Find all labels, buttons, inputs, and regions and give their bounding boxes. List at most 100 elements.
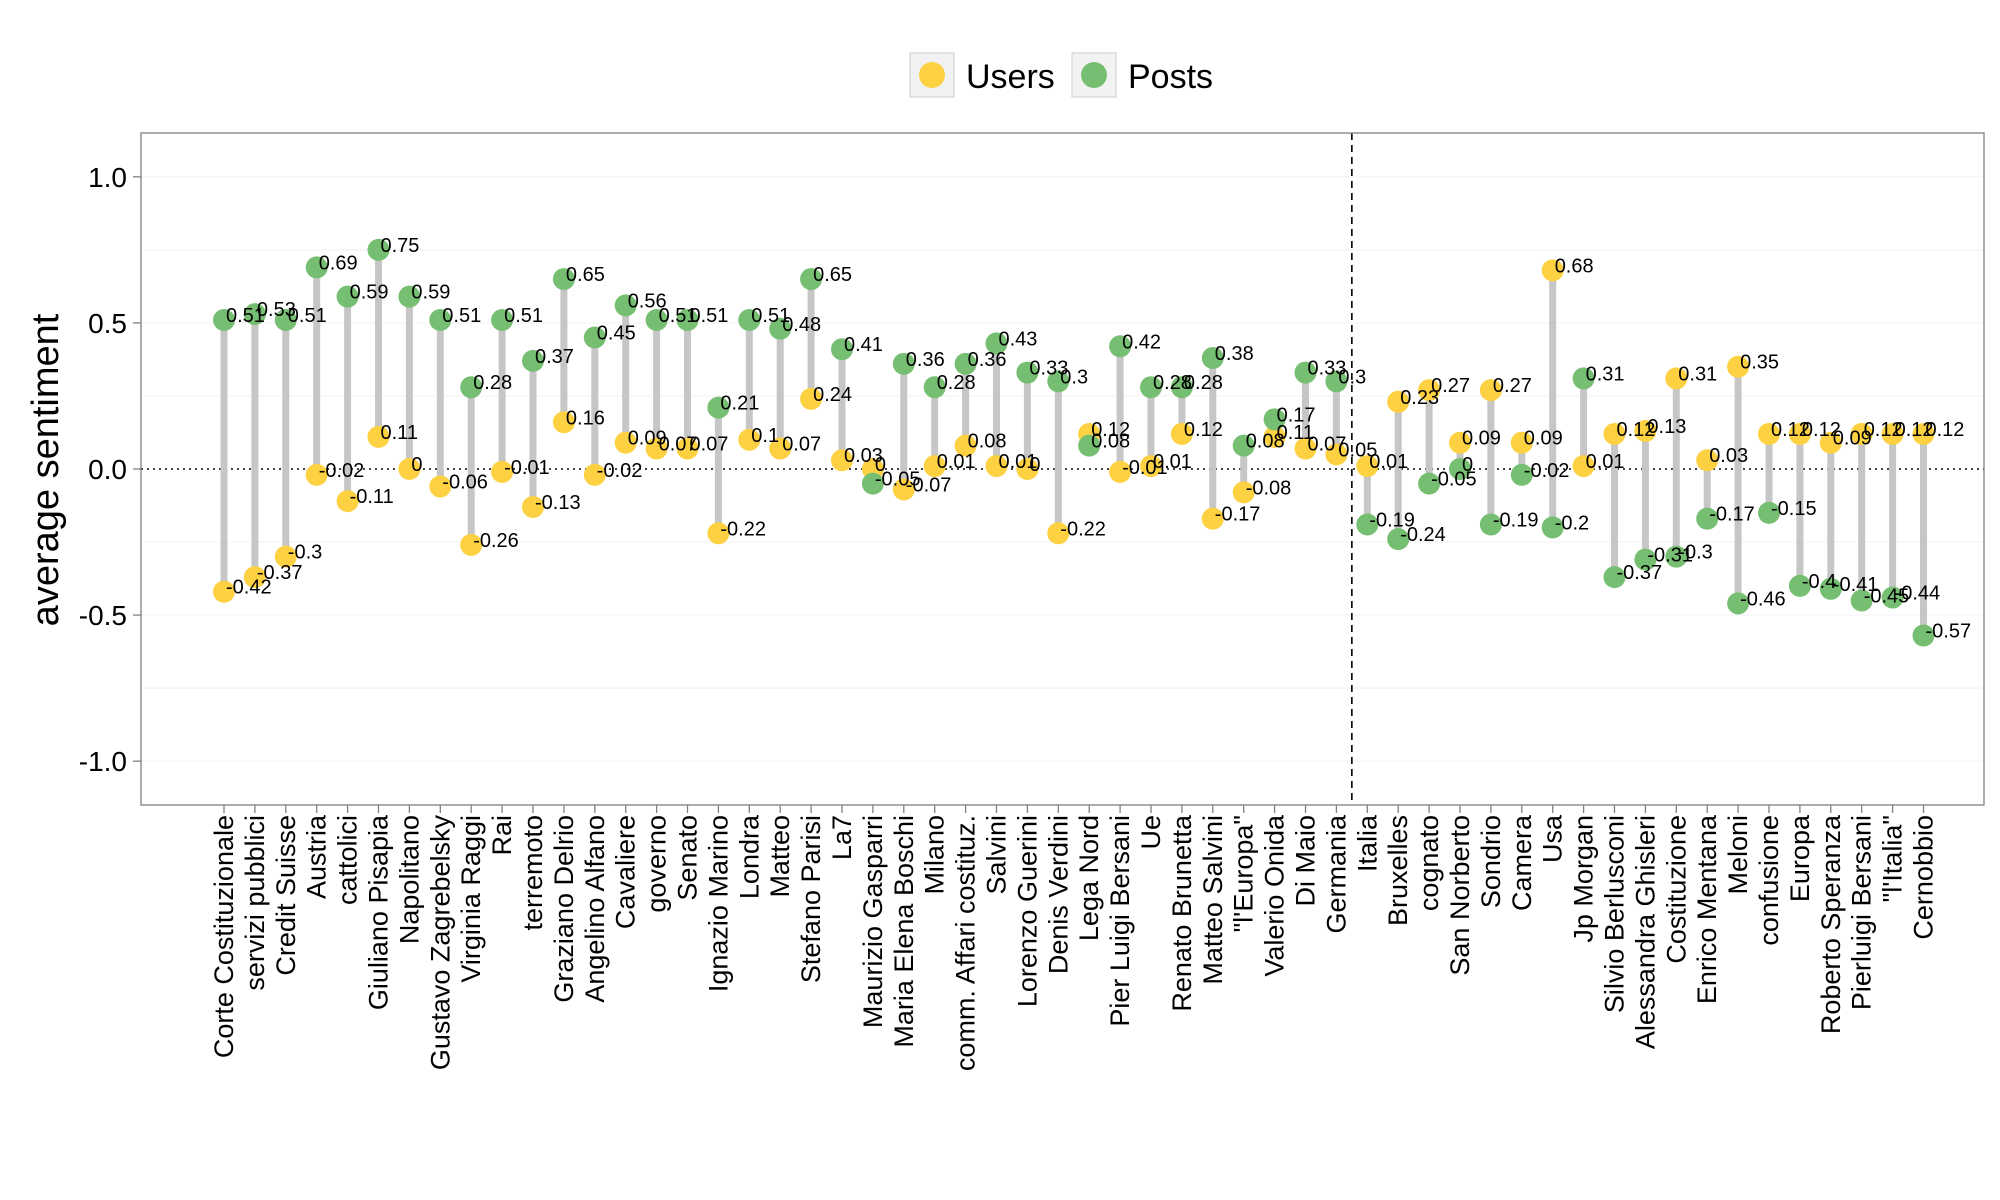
- posts-value-label: 0.36: [968, 349, 1007, 371]
- posts-point: [1325, 370, 1348, 393]
- posts-value-label: -0.05: [1431, 469, 1477, 491]
- users-value-label: 0.13: [1647, 416, 1686, 438]
- legend-users-label: Users: [966, 58, 1055, 96]
- users-point: [1356, 455, 1379, 478]
- users-value-label: 0.68: [1555, 255, 1594, 277]
- users-value-label: 0.16: [566, 407, 605, 429]
- users-value-label: 0.08: [968, 431, 1007, 453]
- posts-value-label: -0.4: [1802, 571, 1836, 593]
- x-category-label: Napolitano: [394, 815, 424, 944]
- posts-value-label: 0.37: [535, 346, 574, 368]
- posts-point: [305, 256, 328, 279]
- users-point: [1572, 455, 1595, 478]
- x-category-label: comm. Affari costituz.: [951, 815, 981, 1071]
- posts-value-label: 0.43: [999, 328, 1038, 350]
- users-point: [1696, 449, 1719, 472]
- posts-point: [1418, 472, 1441, 495]
- x-category-label: Roberto Speranza: [1816, 814, 1846, 1034]
- users-point: [800, 387, 823, 410]
- y-tick-label: -0.5: [79, 600, 127, 631]
- users-value-label: 0.12: [1802, 419, 1841, 441]
- legend-posts-dot: [1081, 62, 1107, 88]
- posts-point: [1788, 574, 1811, 597]
- x-category-label: terremoto: [518, 815, 548, 931]
- posts-value-label: 0.59: [411, 282, 450, 304]
- users-point: [1758, 422, 1780, 445]
- users-value-label: 0.01: [937, 451, 976, 473]
- x-category-label: Italia: [1352, 814, 1382, 872]
- posts-point: [460, 376, 483, 399]
- posts-point: [274, 308, 297, 331]
- users-point: [1294, 437, 1317, 460]
- posts-value-label: -0.31: [1647, 545, 1693, 567]
- users-point: [583, 463, 606, 486]
- users-point: [305, 463, 328, 486]
- posts-point: [1510, 463, 1533, 486]
- users-value-label: 0.11: [381, 422, 418, 444]
- users-point: [1479, 379, 1502, 402]
- posts-value-label: 0.65: [813, 264, 852, 286]
- x-category-label: Milano: [920, 815, 950, 895]
- posts-value-label: 0: [1462, 454, 1473, 476]
- x-category-label: Graziano Delrio: [549, 815, 579, 1003]
- x-category-label: Corte Costituzionale: [209, 815, 239, 1058]
- users-value-label: 0.12: [1091, 419, 1130, 441]
- users-value-label: 0.27: [1431, 375, 1470, 397]
- x-category-label: Bruxelles: [1383, 815, 1413, 926]
- users-point: [1449, 431, 1471, 454]
- posts-value-label: 0.33: [1308, 358, 1347, 380]
- users-value-label: 0.01: [1586, 451, 1625, 473]
- posts-point: [336, 285, 359, 308]
- x-category-label: "l'Italia": [1878, 815, 1908, 902]
- users-point: [398, 458, 421, 480]
- users-value-label: 0.07: [659, 434, 698, 456]
- users-value-label: 0.1: [751, 425, 779, 447]
- users-value-label: 0.07: [1308, 434, 1347, 456]
- posts-value-label: 0.48: [782, 314, 821, 336]
- y-tick-label: 0.0: [88, 454, 127, 485]
- users-point: [954, 434, 977, 457]
- users-value-label: 0.12: [1617, 419, 1656, 441]
- users-point: [213, 580, 235, 603]
- users-value-label: 0.01: [999, 451, 1038, 473]
- posts-value-label: 0.28: [937, 372, 976, 394]
- posts-value-label: 0.51: [504, 305, 543, 327]
- y-tick-label: -1.0: [79, 746, 127, 777]
- x-category-label: Cernobbio: [1909, 815, 1939, 940]
- x-category-label: Virginia Raggi: [456, 815, 486, 983]
- users-value-label: 0: [411, 454, 422, 476]
- posts-point: [398, 285, 421, 308]
- x-category-label: Ue: [1136, 815, 1166, 850]
- posts-value-label: -0.41: [1833, 574, 1879, 596]
- users-point: [923, 455, 946, 478]
- users-value-label: 0.09: [628, 428, 667, 450]
- users-value-label: -0.42: [226, 577, 272, 599]
- posts-point: [429, 308, 452, 331]
- users-point: [1912, 422, 1935, 445]
- users-value-label: 0.09: [1462, 428, 1501, 450]
- posts-value-label: -0.05: [875, 469, 921, 491]
- x-category-label: Valerio Onida: [1260, 814, 1290, 977]
- users-value-label: 0.09: [1833, 428, 1872, 450]
- x-category-label: Meloni: [1723, 815, 1753, 895]
- x-category-label: Camera: [1507, 814, 1537, 911]
- value-labels: -0.42 0.51 -0.37 0.53 -0.3 0.51 -0.02 0.69 -0.11…: [226, 235, 1971, 643]
- users-point: [738, 428, 761, 451]
- posts-point: [1140, 376, 1162, 399]
- posts-value-label: -0.46: [1740, 588, 1786, 610]
- users-point: [1170, 422, 1193, 445]
- x-category-label: Rai: [487, 815, 517, 856]
- users-value-label: -0.22: [720, 518, 766, 540]
- posts-point: [707, 396, 730, 419]
- x-category-label: Denis Verdini: [1043, 815, 1073, 974]
- users-point: [1727, 355, 1750, 378]
- x-category-label: cognato: [1414, 815, 1444, 911]
- x-category-label: Matteo: [765, 815, 795, 898]
- users-point: [1541, 259, 1564, 282]
- users-point: [1510, 431, 1533, 454]
- posts-point: [1634, 548, 1657, 571]
- users-value-label: -0.37: [257, 562, 303, 584]
- reference-lines: [141, 133, 1984, 805]
- posts-point: [738, 308, 761, 331]
- posts-value-label: -0.3: [1678, 542, 1712, 564]
